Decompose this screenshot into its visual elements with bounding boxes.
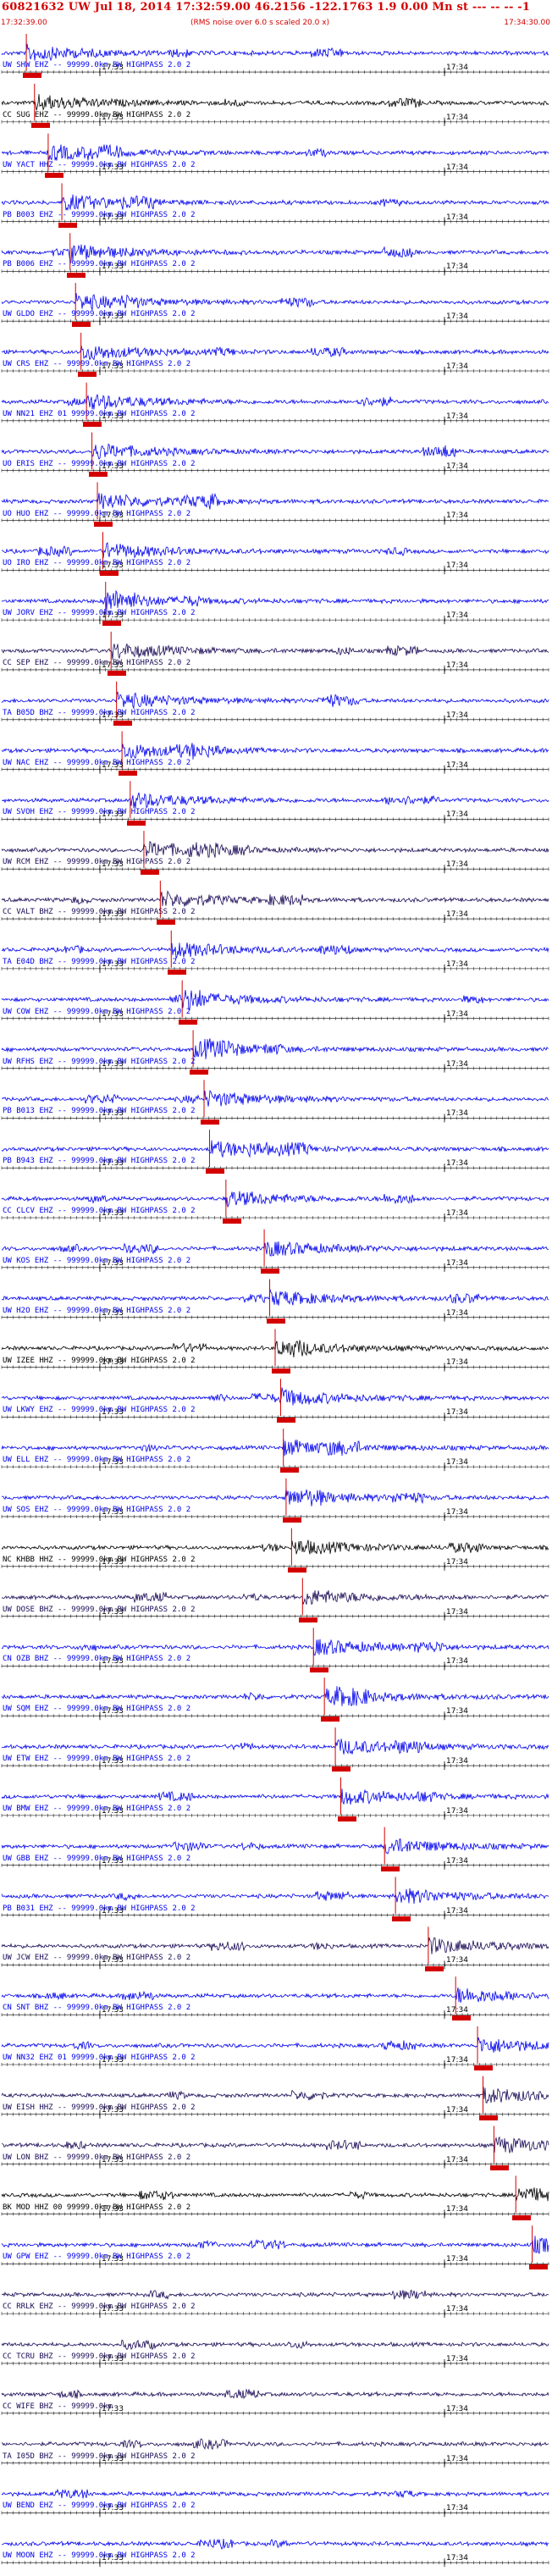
waveform-trace-30	[2, 1540, 549, 1555]
waveform-trace-15	[2, 793, 549, 808]
waveform-trace-12	[2, 644, 549, 660]
waveform-trace-48	[2, 2439, 549, 2449]
waveform-trace-22	[2, 1141, 549, 1158]
waveform-trace-1	[2, 94, 549, 110]
waveform-trace-25	[2, 1290, 549, 1306]
waveform-trace-24	[2, 1241, 549, 1256]
waveform-trace-38	[2, 1938, 549, 1954]
waveform-trace-37	[2, 1888, 549, 1904]
waveform-trace-17	[2, 892, 549, 907]
waveform-trace-41	[2, 2087, 549, 2103]
waveform-trace-8	[2, 445, 549, 460]
scaling-note: (RMS noise over 6.0 s scaled 20.0 x)	[190, 19, 329, 27]
waveform-trace-45	[2, 2290, 549, 2299]
waveform-trace-20	[2, 1038, 549, 1059]
waveform-trace-31	[2, 1590, 549, 1605]
waveform-trace-14	[2, 743, 549, 760]
waveform-trace-36	[2, 1839, 549, 1854]
waveform-trace-3	[2, 195, 549, 211]
waveform-trace-27	[2, 1387, 549, 1405]
waveform-trace-39	[2, 1987, 549, 2003]
waveform-trace-23	[2, 1191, 549, 1208]
waveform-trace-44	[2, 2236, 549, 2253]
waveform-trace-7	[2, 395, 549, 410]
waveform-trace-35	[2, 1788, 549, 1805]
waveform-trace-32	[2, 1639, 549, 1656]
waveform-trace-40	[2, 2037, 549, 2053]
event-title: 60821632 UW Jul 18, 2014 17:32:59.00 46.…	[2, 1, 530, 14]
start-time: 17:32:39.00	[1, 19, 47, 27]
waveform-trace-21	[2, 1091, 549, 1107]
waveform-trace-10	[2, 543, 549, 558]
waveform-trace-34	[2, 1739, 549, 1754]
waveform-trace-6	[2, 345, 549, 360]
waveform-trace-13	[2, 692, 549, 709]
waveform-trace-29	[2, 1489, 549, 1506]
waveform-trace-33	[2, 1686, 549, 1706]
waveform-trace-28	[2, 1440, 549, 1457]
waveform-trace-42	[2, 2137, 549, 2153]
seismogram-header: 60821632 UW Jul 18, 2014 17:32:59.00 46.…	[0, 0, 552, 32]
waveform-trace-2	[2, 145, 549, 161]
waveform-trace-43	[2, 2187, 549, 2201]
waveform-trace-9	[2, 493, 549, 509]
waveform-trace-16	[2, 842, 549, 858]
end-time: 17:34:30.00	[504, 19, 550, 27]
waveform-trace-18	[2, 943, 549, 959]
waveform-trace-5	[2, 293, 549, 310]
waveform-trace-47	[2, 2390, 549, 2399]
seismogram-plot: UW SHW EHZ -- 99999.0km BW HIGHPASS 2.0 …	[0, 32, 552, 2573]
waveform-trace-46	[2, 2340, 549, 2349]
waveform-trace-11	[2, 591, 549, 611]
waveform-trace-0	[2, 44, 549, 61]
